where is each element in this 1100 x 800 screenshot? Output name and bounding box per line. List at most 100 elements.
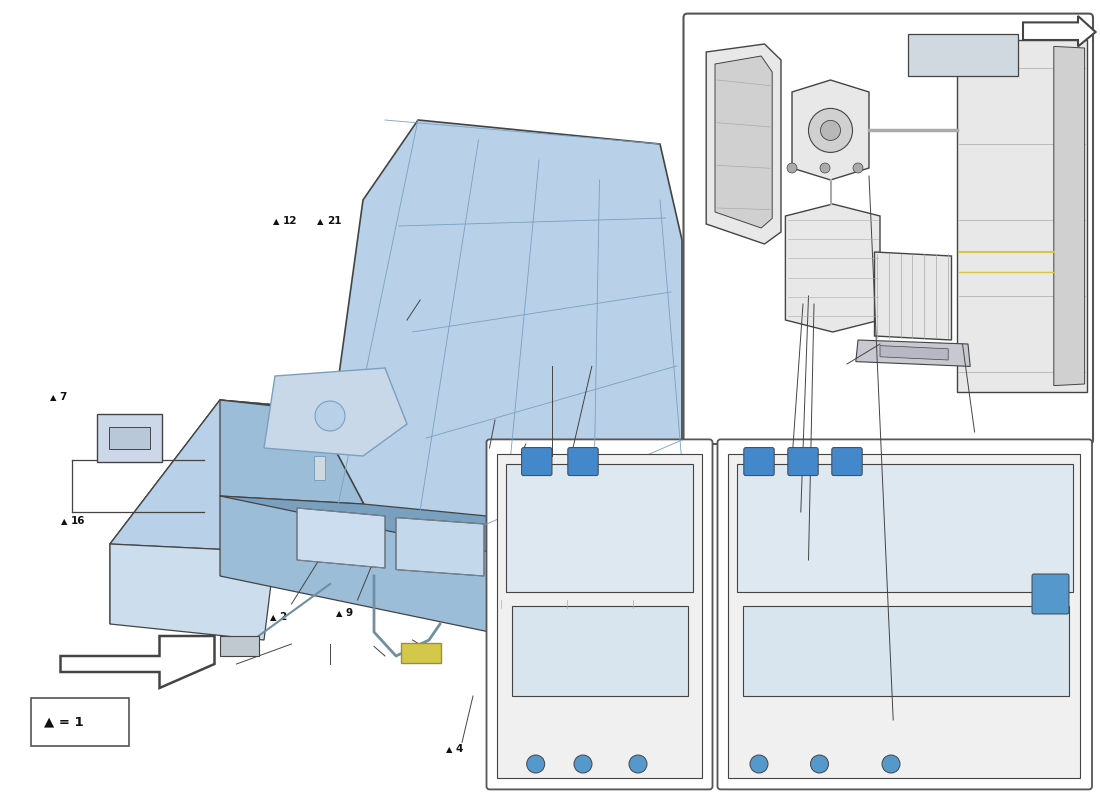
FancyBboxPatch shape xyxy=(1032,574,1069,614)
Text: 5: 5 xyxy=(837,368,845,378)
Text: ▲ = 1: ▲ = 1 xyxy=(44,715,84,729)
Text: 18: 18 xyxy=(786,464,801,474)
Text: 7: 7 xyxy=(59,392,67,402)
Text: ▲: ▲ xyxy=(569,169,575,178)
Circle shape xyxy=(527,755,544,773)
Circle shape xyxy=(808,108,852,152)
Text: 21: 21 xyxy=(519,440,534,450)
Text: 4: 4 xyxy=(455,744,463,754)
FancyBboxPatch shape xyxy=(31,698,129,746)
Text: 21: 21 xyxy=(327,216,341,226)
FancyBboxPatch shape xyxy=(568,448,598,475)
Circle shape xyxy=(882,755,900,773)
Text: 16: 16 xyxy=(70,516,85,526)
FancyBboxPatch shape xyxy=(744,448,774,475)
Polygon shape xyxy=(512,606,688,696)
Text: 25: 25 xyxy=(579,168,593,178)
Polygon shape xyxy=(220,400,682,536)
Text: ▲: ▲ xyxy=(50,393,56,402)
Polygon shape xyxy=(110,400,220,624)
Text: a passion for parts since...: a passion for parts since... xyxy=(340,449,584,543)
Polygon shape xyxy=(1023,16,1096,46)
Text: ▲: ▲ xyxy=(534,461,540,470)
Circle shape xyxy=(852,163,864,173)
FancyBboxPatch shape xyxy=(97,414,162,462)
Text: ▲: ▲ xyxy=(552,353,559,362)
Text: ▲: ▲ xyxy=(509,441,516,450)
FancyBboxPatch shape xyxy=(521,448,552,475)
Text: ▲: ▲ xyxy=(607,169,614,178)
Polygon shape xyxy=(880,346,948,360)
FancyBboxPatch shape xyxy=(683,14,1093,444)
Text: ▲: ▲ xyxy=(404,297,410,306)
Text: ▲: ▲ xyxy=(790,565,796,574)
Text: 27: 27 xyxy=(780,352,794,362)
Text: 22: 22 xyxy=(562,352,576,362)
Polygon shape xyxy=(220,496,605,576)
FancyBboxPatch shape xyxy=(109,427,150,449)
Circle shape xyxy=(574,755,592,773)
Text: ▲: ▲ xyxy=(478,417,485,426)
Text: ▲: ▲ xyxy=(60,517,67,526)
FancyBboxPatch shape xyxy=(717,439,1092,790)
Text: ▲: ▲ xyxy=(812,353,818,362)
Polygon shape xyxy=(110,400,682,576)
Circle shape xyxy=(315,401,345,431)
Text: ▲: ▲ xyxy=(908,369,914,378)
Text: 20: 20 xyxy=(371,216,385,226)
Text: 15: 15 xyxy=(969,434,983,445)
Text: 8: 8 xyxy=(882,726,890,736)
Polygon shape xyxy=(742,606,1069,696)
Text: 24: 24 xyxy=(536,168,550,178)
Text: 6: 6 xyxy=(917,368,925,378)
Polygon shape xyxy=(874,252,952,340)
Polygon shape xyxy=(497,454,702,778)
Text: ▲: ▲ xyxy=(812,169,818,178)
Text: 23: 23 xyxy=(602,352,616,362)
Polygon shape xyxy=(737,464,1072,592)
Polygon shape xyxy=(706,44,781,244)
Text: ▲: ▲ xyxy=(895,353,902,362)
Polygon shape xyxy=(220,636,258,656)
Text: ▲: ▲ xyxy=(317,217,323,226)
Polygon shape xyxy=(715,56,772,228)
Text: 14: 14 xyxy=(793,516,807,526)
Circle shape xyxy=(821,120,840,141)
FancyBboxPatch shape xyxy=(400,643,441,662)
Text: 28: 28 xyxy=(822,352,836,362)
Polygon shape xyxy=(220,496,605,656)
Text: ▲: ▲ xyxy=(273,217,279,226)
Circle shape xyxy=(786,163,798,173)
Polygon shape xyxy=(728,454,1080,778)
Text: ▲: ▲ xyxy=(104,449,111,458)
Text: 29: 29 xyxy=(864,352,878,362)
Text: 11: 11 xyxy=(800,564,814,574)
Text: ▲: ▲ xyxy=(592,353,598,362)
FancyBboxPatch shape xyxy=(486,439,713,790)
Text: ▲: ▲ xyxy=(446,745,452,754)
Text: ▲: ▲ xyxy=(777,465,783,474)
Polygon shape xyxy=(330,120,682,576)
Text: 32: 32 xyxy=(431,208,446,218)
Polygon shape xyxy=(314,456,324,480)
Text: 10: 10 xyxy=(543,460,558,470)
Text: 26: 26 xyxy=(617,168,631,178)
Polygon shape xyxy=(297,508,385,568)
Text: ▲: ▲ xyxy=(867,369,873,378)
Circle shape xyxy=(811,755,828,773)
Polygon shape xyxy=(396,518,484,576)
Polygon shape xyxy=(856,340,970,366)
Circle shape xyxy=(750,755,768,773)
Text: ▲: ▲ xyxy=(270,613,276,622)
Text: ▲: ▲ xyxy=(770,353,777,362)
Polygon shape xyxy=(1054,46,1085,386)
Text: ▲: ▲ xyxy=(854,353,860,362)
Text: 13: 13 xyxy=(488,416,503,426)
Text: 2: 2 xyxy=(279,612,287,622)
Text: 3: 3 xyxy=(576,744,584,754)
Text: 19: 19 xyxy=(877,368,891,378)
Polygon shape xyxy=(264,368,407,456)
Text: ▲: ▲ xyxy=(336,609,342,618)
Text: ▲: ▲ xyxy=(783,517,790,526)
Text: ▲: ▲ xyxy=(421,209,428,218)
